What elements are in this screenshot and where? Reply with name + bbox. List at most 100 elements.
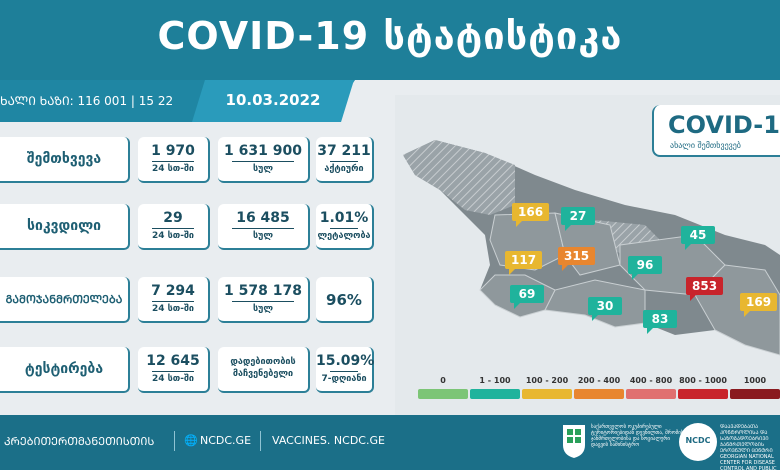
row-label: შემთხვევა: [26, 151, 102, 167]
ncdc-logo-icon: NCDC: [679, 423, 717, 461]
cell-value: 1 631 900: [224, 143, 302, 159]
cell-sub: 24 სთ-ში: [151, 164, 194, 174]
row-label: სიკვდილი: [26, 218, 102, 234]
extra-cell: 96%: [316, 277, 374, 323]
positivity-cell: დადებითობის მაჩვენებელი: [218, 347, 310, 393]
cell-value: 7 294: [151, 283, 195, 299]
region-label: 96: [628, 256, 662, 280]
total-cell: 1 578 178 სულ: [218, 277, 310, 323]
totals-text: ᲮᲐᲚᲘ ᲮᲐᲖᲘ: 116 001 | 15 22: [0, 94, 174, 108]
site-link[interactable]: NCDC.GE: [200, 434, 252, 447]
divider: [232, 161, 294, 162]
row-label-box: ᲒᲐᲛᲝᲯᲐᲜᲛᲠᲗᲔᲚᲔᲑᲐ: [0, 277, 130, 323]
cell-sub: ლეტალობა: [317, 231, 371, 241]
cell-value: 1 970: [151, 143, 195, 159]
daily-cell: 29 24 სთ-ში: [138, 204, 210, 250]
legend-swatch: [574, 389, 624, 399]
legend-label: 200 - 400: [577, 376, 621, 385]
cell-sub: 7-დღიანი: [321, 374, 367, 384]
legend-swatch: [418, 389, 468, 399]
divider: [330, 371, 358, 372]
cell-value: 16 485: [236, 210, 290, 226]
legend-label: 100 - 200: [525, 376, 569, 385]
stat-row-recoveries: ᲒᲐᲛᲝᲯᲐᲜᲛᲠᲗᲔᲚᲔᲑᲐ 7 294 24 სთ-ში 1 578 178 ს…: [0, 272, 380, 328]
legend-label: 1000: [743, 376, 767, 385]
cell-sub: სულ: [252, 164, 274, 174]
cell-value: 15.09%: [316, 353, 375, 369]
divider: [330, 161, 358, 162]
cell-sub: მაჩვენებელი: [232, 369, 294, 379]
row-label-box: ტესტირება: [0, 347, 130, 393]
daily-cell: 12 645 24 სთ-ში: [138, 347, 210, 393]
divider: [152, 161, 194, 162]
region-label: 30: [588, 297, 622, 321]
cell-sub: 24 სთ-ში: [151, 374, 194, 384]
legend-item: 400 - 800: [626, 376, 676, 399]
extra-cell: 37 211 აქტიური: [316, 137, 374, 183]
map-title-box: COVID-19 ახალი შემთხვევებ: [652, 105, 780, 157]
map-legend: 0 1 - 100 100 - 200 200 - 400 400 - 800 …: [418, 376, 780, 406]
globe-icon: 🌐: [184, 434, 198, 447]
map-subtitle: ახალი შემთხვევებ: [670, 141, 741, 150]
daily-cell: 1 970 24 სთ-ში: [138, 137, 210, 183]
legend-item: 1 - 100: [470, 376, 520, 399]
ncdc-logo-mark: NCDC: [685, 436, 711, 445]
legend-swatch: [730, 389, 780, 399]
footer-bar: ᲙᲠᲔᲑᲘᲗᲔᲠᲗᲛᲐᲜᲔᲗᲘᲡᲗᲘᲡ 🌐 NCDC.GE VACCINES. …: [0, 415, 780, 470]
vaccines-link[interactable]: VACCINES. NCDC.GE: [272, 434, 385, 447]
divider: [232, 228, 294, 229]
row-label-box: შემთხვევა: [0, 137, 130, 183]
total-cell: 16 485 სულ: [218, 204, 310, 250]
divider: [232, 301, 294, 302]
region-label: 83: [643, 310, 677, 334]
legend-swatch: [470, 389, 520, 399]
daily-cell: 7 294 24 სთ-ში: [138, 277, 210, 323]
cell-value: 96%: [326, 291, 362, 309]
ncdc-logo-text: ᲓᲐᲐᲕᲐᲓᲔᲑᲐᲗᲐ ᲙᲝᲜᲢᲠᲝᲚᲘᲡᲐ ᲓᲐ ᲡᲐᲖᲝᲒᲐᲓᲝᲔᲑᲠᲘᲕᲘ…: [720, 424, 777, 470]
row-label-box: სიკვდილი: [0, 204, 130, 250]
region-label: 315: [558, 247, 596, 271]
region-label: 27: [561, 207, 595, 231]
legend-item: 0: [418, 376, 468, 399]
ministry-logo-icon: [563, 425, 585, 458]
cell-value: 29: [163, 210, 183, 226]
extra-cell: 15.09% 7-დღიანი: [316, 347, 374, 393]
stat-row-cases: შემთხვევა 1 970 24 სთ-ში 1 631 900 სულ 37 …: [0, 132, 380, 188]
divider: [260, 431, 261, 451]
ministry-logo-text: საქართველოს ოკუპირებული ტერიტორიებიდან დ…: [591, 424, 686, 448]
region-label: 853: [686, 277, 724, 301]
cell-sub: აქტიური: [324, 164, 364, 174]
legend-label: 0: [440, 376, 446, 385]
region-label: 166: [512, 203, 550, 227]
stat-row-tests: ტესტირება 12 645 24 სთ-ში დადებითობის მაჩვ…: [0, 342, 380, 398]
region-label: 169: [740, 293, 778, 317]
map-title: COVID-19: [668, 111, 780, 139]
legend-label: 800 - 1000: [679, 376, 727, 385]
footer-text: ᲙᲠᲔᲑᲘᲗᲔᲠᲗᲛᲐᲜᲔᲗᲘᲡᲗᲘᲡ: [4, 435, 155, 448]
legend-item: 800 - 1000: [678, 376, 728, 399]
legend-swatch: [626, 389, 676, 399]
total-cell: 1 631 900 სულ: [218, 137, 310, 183]
page-title: COVID-19 სტატისტიკა: [157, 14, 623, 58]
legend-label: 400 - 800: [629, 376, 673, 385]
region-label: 69: [510, 285, 544, 309]
cell-sub: 24 სთ-ში: [151, 304, 194, 314]
divider: [152, 228, 194, 229]
cell-value: 1.01%: [319, 210, 369, 226]
divider: [330, 228, 358, 229]
divider: [152, 371, 194, 372]
legend-item: 100 - 200: [522, 376, 572, 399]
legend-label: 1 - 100: [479, 376, 511, 385]
row-label: ტესტირება: [24, 361, 104, 377]
report-date: 10.03.2022: [225, 91, 321, 109]
divider: [152, 301, 194, 302]
cell-sub: სულ: [252, 231, 274, 241]
header-banner: COVID-19 სტატისტიკა: [0, 0, 780, 80]
cell-value: 1 578 178: [224, 283, 302, 299]
divider: [174, 431, 175, 451]
row-label: ᲒᲐᲛᲝᲯᲐᲜᲛᲠᲗᲔᲚᲔᲑᲐ: [5, 292, 123, 306]
legend-swatch: [678, 389, 728, 399]
legend-item: 1000: [730, 376, 780, 399]
cell-sub: 24 სთ-ში: [151, 231, 194, 241]
cell-value: 37 211: [317, 143, 371, 159]
